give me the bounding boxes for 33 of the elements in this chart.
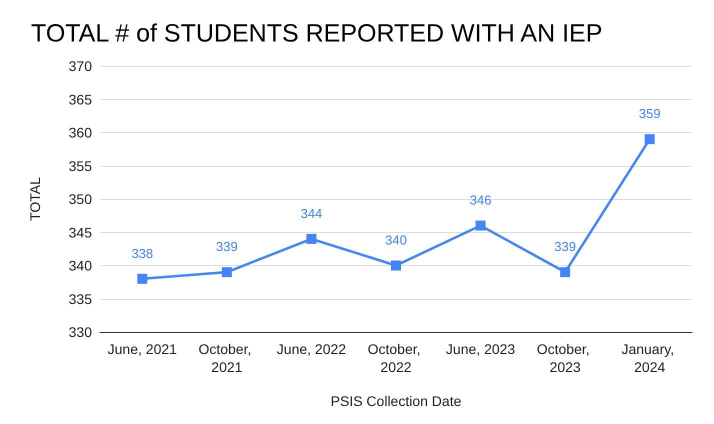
point xyxy=(644,134,655,144)
x-tick-label: June, 2023 xyxy=(446,341,516,357)
point xyxy=(222,267,232,278)
y-tick-label: 370 xyxy=(68,58,92,74)
y-tick-label: 335 xyxy=(68,290,92,307)
data-label: 340 xyxy=(385,232,407,248)
x-tick-label: January, 2024 xyxy=(621,341,678,375)
y-tick-label: 340 xyxy=(68,258,92,274)
x-axis-title: PSIS Collection Date xyxy=(330,393,462,409)
y-tick-label: 360 xyxy=(68,124,92,140)
point xyxy=(391,260,401,270)
data-label: 346 xyxy=(470,192,492,208)
data-label: 359 xyxy=(638,106,661,122)
point xyxy=(560,267,570,278)
point xyxy=(476,220,486,231)
data-label: 339 xyxy=(216,239,238,254)
y-tick-label: 330 xyxy=(68,324,92,340)
x-tick-label: June, 2021 xyxy=(108,341,178,357)
y-axis-title: TOTAL xyxy=(27,176,43,221)
data-label: 339 xyxy=(554,239,576,254)
data-label: 344 xyxy=(300,206,322,221)
y-tick-label: 365 xyxy=(68,91,92,108)
x-tick-label: June, 2022 xyxy=(276,341,346,357)
point xyxy=(306,234,316,244)
y-tick-label: 350 xyxy=(68,191,92,207)
y-tick-label: 345 xyxy=(68,224,92,240)
data-label: 338 xyxy=(131,246,154,261)
chart-title: TOTAL # of STUDENTS REPORTED WITH AN IEP xyxy=(31,20,602,48)
x-tick-label: October, 2022 xyxy=(368,341,424,375)
y-tick-label: 355 xyxy=(68,158,92,174)
x-tick-label: October, 2023 xyxy=(536,341,594,375)
point xyxy=(137,274,148,284)
x-tick-label: October, 2021 xyxy=(198,341,256,375)
